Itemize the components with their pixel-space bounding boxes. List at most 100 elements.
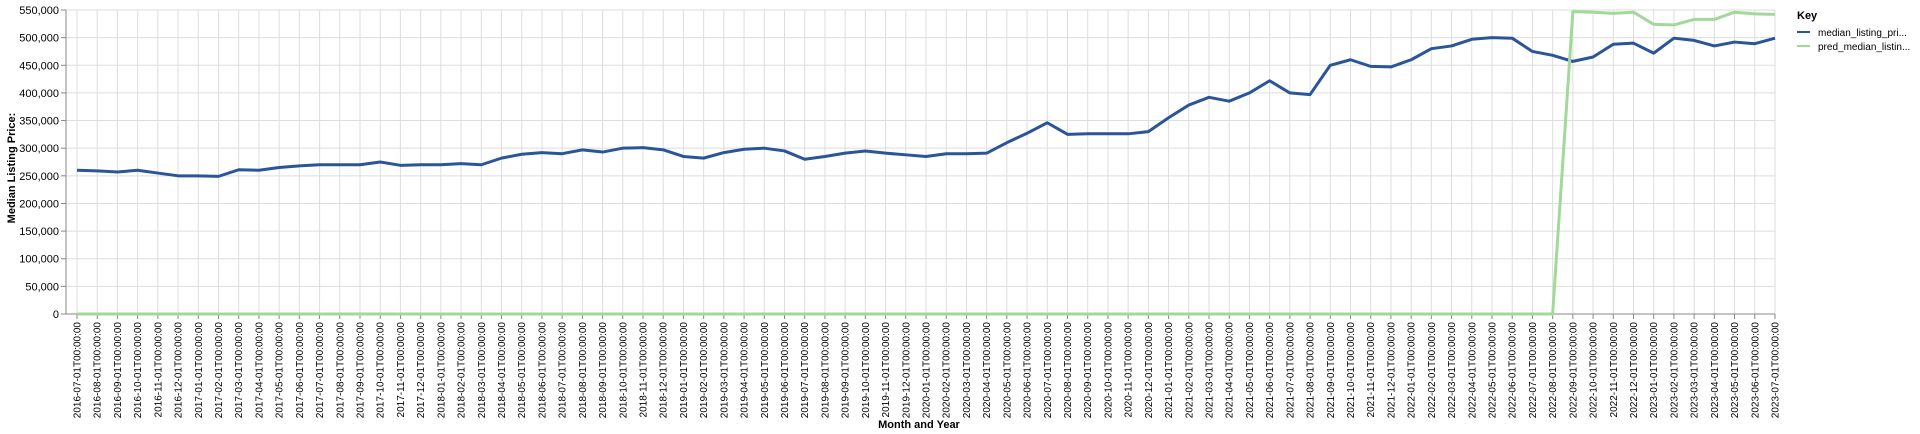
x-axis-title: Month and Year <box>878 419 960 431</box>
x-tick-label: 2022-10-01T00:00:00 <box>1589 322 1600 419</box>
x-tick-label: 2020-01-01T00:00:00 <box>922 322 933 419</box>
x-tick-label: 2021-10-01T00:00:00 <box>1346 322 1357 419</box>
x-tick-label: 2019-09-01T00:00:00 <box>841 322 852 419</box>
x-tick-label: 2019-10-01T00:00:00 <box>861 322 872 419</box>
y-tick-label: 300,000 <box>19 143 59 155</box>
x-tick-label: 2021-11-01T00:00:00 <box>1366 322 1377 418</box>
x-tick-label: 2018-10-01T00:00:00 <box>618 322 629 419</box>
y-tick-label: 200,000 <box>19 198 59 210</box>
x-tick-label: 2019-12-01T00:00:00 <box>901 322 912 419</box>
x-tick-label: 2017-03-01T00:00:00 <box>234 322 245 419</box>
x-tick-label: 2021-12-01T00:00:00 <box>1386 322 1397 419</box>
grid-lines <box>66 9 1776 315</box>
x-tick-label: 2016-12-01T00:00:00 <box>174 322 185 419</box>
y-tick-label: 150,000 <box>19 226 59 238</box>
x-tick-label: 2016-09-01T00:00:00 <box>113 322 124 419</box>
x-tick-label: 2017-05-01T00:00:00 <box>275 322 286 419</box>
x-tick-label: 2016-10-01T00:00:00 <box>133 322 144 419</box>
x-tick-label: 2022-06-01T00:00:00 <box>1508 322 1519 419</box>
x-tick-label: 2017-01-01T00:00:00 <box>194 322 205 419</box>
x-tick-label: 2019-07-01T00:00:00 <box>800 322 811 419</box>
x-tick-label: 2019-08-01T00:00:00 <box>820 322 831 419</box>
x-tick-label: 2019-02-01T00:00:00 <box>699 322 710 419</box>
x-tick-label: 2016-11-01T00:00:00 <box>153 322 164 418</box>
legend-title: Key <box>1797 10 1818 22</box>
x-tick-label: 2017-12-01T00:00:00 <box>416 322 427 419</box>
x-tick-label: 2019-11-01T00:00:00 <box>881 322 892 418</box>
x-tick-label: 2017-04-01T00:00:00 <box>254 322 265 419</box>
x-tick-label: 2023-02-01T00:00:00 <box>1669 322 1680 419</box>
x-tick-label: 2023-07-01T00:00:00 <box>1771 322 1782 419</box>
x-tick-label: 2022-05-01T00:00:00 <box>1488 322 1499 419</box>
y-tick-label: 450,000 <box>19 60 59 72</box>
series-line-2 <box>77 10 1776 316</box>
x-tick-label: 2022-02-01T00:00:00 <box>1427 322 1438 419</box>
series-lines <box>76 10 1776 316</box>
y-tick-label: 550,000 <box>19 5 59 17</box>
x-tick-label: 2018-04-01T00:00:00 <box>497 322 508 419</box>
x-tick-label: 2021-08-01T00:00:00 <box>1306 322 1317 419</box>
x-tick-label: 2020-12-01T00:00:00 <box>1144 322 1155 419</box>
x-tick-label: 2023-03-01T00:00:00 <box>1690 322 1701 419</box>
y-tick-label: 400,000 <box>19 88 59 100</box>
y-tick-label: 250,000 <box>19 171 59 183</box>
series-line-1 <box>76 36 1776 178</box>
x-tick-label: 2020-04-01T00:00:00 <box>982 322 993 419</box>
x-tick-label: 2021-07-01T00:00:00 <box>1285 322 1296 419</box>
x-tick-label: 2016-07-01T00:00:00 <box>73 322 84 419</box>
x-tick-label: 2020-05-01T00:00:00 <box>1002 322 1013 419</box>
x-tick-label: 2017-08-01T00:00:00 <box>335 322 346 419</box>
x-tick-label: 2019-03-01T00:00:00 <box>719 322 730 419</box>
x-tick-label: 2023-06-01T00:00:00 <box>1750 322 1761 419</box>
x-tick-label: 2018-07-01T00:00:00 <box>558 322 569 419</box>
x-tick-label: 2017-02-01T00:00:00 <box>214 322 225 419</box>
x-tick-label: 2018-03-01T00:00:00 <box>477 322 488 419</box>
x-tick-label: 2019-01-01T00:00:00 <box>679 322 690 419</box>
x-tick-label: 2022-09-01T00:00:00 <box>1568 322 1579 419</box>
x-tick-label: 2021-06-01T00:00:00 <box>1265 322 1276 419</box>
x-tick-label: 2020-07-01T00:00:00 <box>1043 322 1054 419</box>
x-tick-label: 2022-01-01T00:00:00 <box>1407 322 1418 419</box>
x-tick-label: 2021-05-01T00:00:00 <box>1245 322 1256 419</box>
legend: Key median_listing_pri... pred_median_lis… <box>1797 10 1910 53</box>
y-axis-title: Median Listing Price: <box>6 113 18 224</box>
x-axis: 2016-07-01T00:00:00 2016-08-01T00:00:00 20… <box>66 313 1782 419</box>
x-tick-label: 2019-05-01T00:00:00 <box>760 322 771 419</box>
y-tick-label: 100,000 <box>19 254 59 266</box>
x-tick-label: 2017-07-01T00:00:00 <box>315 322 326 419</box>
x-tick-label: 2017-06-01T00:00:00 <box>295 322 306 419</box>
x-tick-label: 2022-11-01T00:00:00 <box>1609 322 1620 418</box>
x-tick-label: 2023-04-01T00:00:00 <box>1710 322 1721 419</box>
x-tick-label: 2020-11-01T00:00:00 <box>1124 322 1135 418</box>
x-tick-label: 2018-08-01T00:00:00 <box>578 322 589 419</box>
y-tick-label: 500,000 <box>19 33 59 45</box>
x-tick-label: 2021-04-01T00:00:00 <box>1225 322 1236 419</box>
x-tick-label: 2022-04-01T00:00:00 <box>1467 322 1478 419</box>
x-tick-label: 2018-11-01T00:00:00 <box>639 322 650 418</box>
x-tick-label: 2018-05-01T00:00:00 <box>517 322 528 419</box>
x-tick-label: 2020-09-01T00:00:00 <box>1083 322 1094 419</box>
x-tick-label: 2018-02-01T00:00:00 <box>457 322 468 419</box>
x-tick-label: 2021-02-01T00:00:00 <box>1184 322 1195 419</box>
x-tick-label: 2017-11-01T00:00:00 <box>396 322 407 418</box>
x-tick-label: 2019-04-01T00:00:00 <box>740 322 751 419</box>
x-tick-label: 2023-01-01T00:00:00 <box>1649 322 1660 419</box>
x-tick-label: 2020-08-01T00:00:00 <box>1063 322 1074 419</box>
x-tick-label: 2018-09-01T00:00:00 <box>598 322 609 419</box>
x-tick-label: 2017-09-01T00:00:00 <box>356 322 367 419</box>
x-tick-label: 2020-06-01T00:00:00 <box>1023 322 1034 419</box>
y-axis: 0 50,000 100,000 150,000 200,000 250,000 300,0… <box>19 5 67 321</box>
x-tick-label: 2017-10-01T00:00:00 <box>376 322 387 419</box>
x-tick-label: 2019-06-01T00:00:00 <box>780 322 791 419</box>
y-tick-label: 350,000 <box>19 116 59 128</box>
y-tick-label: 0 <box>53 309 59 321</box>
x-tick-label: 2016-08-01T00:00:00 <box>93 322 104 419</box>
x-tick-label: 2022-12-01T00:00:00 <box>1629 322 1640 419</box>
x-tick-label: 2022-07-01T00:00:00 <box>1528 322 1539 419</box>
x-tick-label: 2021-01-01T00:00:00 <box>1164 322 1175 419</box>
x-tick-label: 2018-12-01T00:00:00 <box>659 322 670 419</box>
x-tick-label: 2022-08-01T00:00:00 <box>1548 322 1559 419</box>
y-tick-label: 50,000 <box>25 281 59 293</box>
x-tick-label: 2020-03-01T00:00:00 <box>962 322 973 419</box>
